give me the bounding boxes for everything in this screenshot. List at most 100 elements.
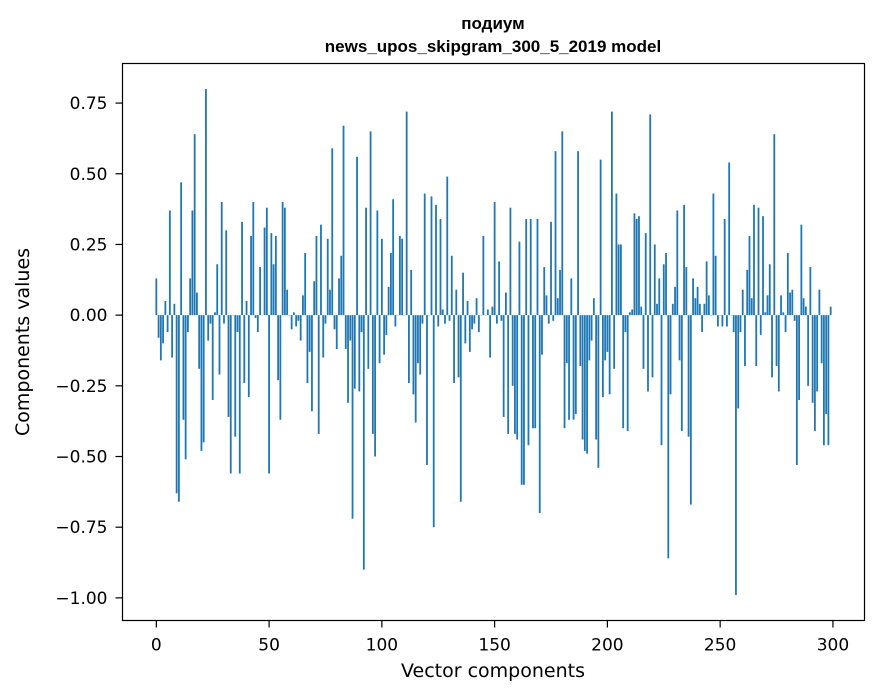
bar xyxy=(477,315,480,333)
bar xyxy=(762,216,764,316)
bar xyxy=(707,295,710,316)
bar xyxy=(597,315,600,468)
bar xyxy=(177,315,180,502)
bar xyxy=(653,244,656,316)
bar xyxy=(563,315,566,429)
bar xyxy=(387,286,390,316)
bar xyxy=(698,303,701,316)
bar xyxy=(234,315,237,437)
bar xyxy=(315,235,318,316)
bar xyxy=(293,312,295,316)
bar xyxy=(295,315,298,327)
bar xyxy=(182,315,185,420)
bar xyxy=(647,315,649,392)
bar xyxy=(304,252,307,316)
bar xyxy=(649,114,652,316)
chart-subtitle: news_upos_skipgram_300_5_2019 model xyxy=(325,37,661,56)
bar xyxy=(180,182,183,316)
bar xyxy=(200,315,203,451)
bar xyxy=(651,315,654,378)
y-tick-label: 0.25 xyxy=(70,235,108,255)
bar xyxy=(498,261,501,316)
bar xyxy=(349,315,352,341)
bar xyxy=(613,315,616,369)
bar xyxy=(227,315,230,417)
bar xyxy=(680,315,683,432)
bar xyxy=(446,176,449,316)
bar xyxy=(448,315,451,321)
bar xyxy=(638,216,640,316)
bar xyxy=(308,315,311,352)
bar xyxy=(297,315,300,321)
bar xyxy=(500,315,503,321)
bar xyxy=(696,286,699,316)
bar xyxy=(615,193,618,316)
bar xyxy=(559,269,561,316)
y-tick-label: −1.00 xyxy=(55,589,107,609)
bar xyxy=(324,315,327,324)
bar xyxy=(577,151,579,316)
x-axis-label: Vector components xyxy=(401,660,585,682)
bar xyxy=(642,315,645,369)
y-tick-label: −0.75 xyxy=(55,518,107,538)
bar xyxy=(238,315,241,474)
bar xyxy=(800,224,803,316)
bar xyxy=(565,315,568,364)
bar xyxy=(367,315,370,369)
bar xyxy=(737,315,740,409)
bar xyxy=(665,252,667,316)
bar xyxy=(347,315,349,403)
bar xyxy=(457,315,460,378)
bar xyxy=(671,303,674,316)
bar xyxy=(464,315,467,344)
bar xyxy=(667,315,670,559)
bar xyxy=(717,315,719,327)
bar xyxy=(435,204,437,316)
bar xyxy=(437,315,440,327)
x-tick-label: 250 xyxy=(704,636,736,656)
bar xyxy=(505,292,507,316)
bar xyxy=(471,315,473,330)
bar xyxy=(220,202,223,316)
bar xyxy=(723,219,726,316)
bar xyxy=(252,202,255,316)
bar xyxy=(705,261,708,316)
bar xyxy=(813,315,816,432)
bar xyxy=(333,315,336,330)
bar xyxy=(608,315,611,395)
bar xyxy=(277,315,280,381)
bar xyxy=(196,292,198,316)
bar xyxy=(766,295,769,316)
bar xyxy=(768,264,771,316)
bar xyxy=(475,298,478,316)
bar xyxy=(417,315,419,364)
bar xyxy=(829,306,832,316)
bar xyxy=(362,315,365,570)
bar xyxy=(595,315,598,440)
bar xyxy=(588,315,591,361)
bar xyxy=(344,315,347,350)
plot-area: 0 50 100 150 200 250 300 −1.00 −0.75 −0.50 −0.25 0… xyxy=(55,62,866,656)
bar xyxy=(430,196,433,316)
bar xyxy=(592,298,595,316)
bar xyxy=(689,315,692,505)
bar xyxy=(527,315,530,446)
bar xyxy=(620,244,622,316)
bar xyxy=(764,312,767,316)
bar xyxy=(408,315,410,383)
bar xyxy=(617,244,620,316)
bar xyxy=(468,315,471,352)
bar xyxy=(554,151,557,316)
bar xyxy=(198,315,201,369)
bar xyxy=(791,289,794,316)
bar xyxy=(421,315,424,324)
bar xyxy=(243,315,246,383)
bar xyxy=(771,315,773,378)
bar xyxy=(741,289,744,316)
bar xyxy=(678,315,681,361)
bar xyxy=(827,315,830,446)
bar xyxy=(550,221,552,316)
bar xyxy=(786,252,789,316)
bar xyxy=(644,233,647,316)
bar xyxy=(782,312,785,316)
